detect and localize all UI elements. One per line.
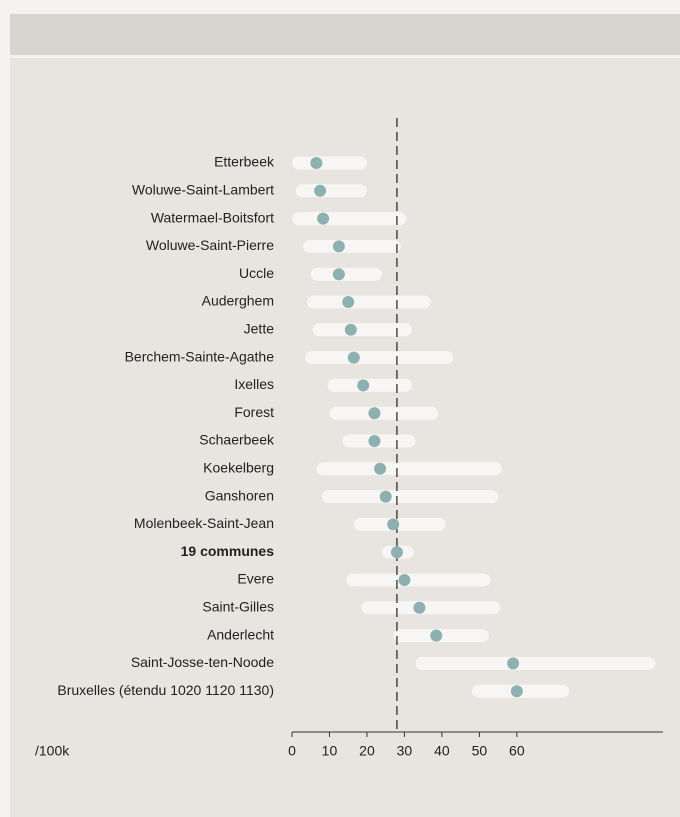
category-label: Saint-Gilles bbox=[202, 599, 274, 615]
category-label: Molenbeek-Saint-Jean bbox=[134, 515, 274, 531]
x-tick-label: 20 bbox=[359, 743, 375, 759]
category-label: Watermael-Boitsfort bbox=[151, 209, 274, 225]
range-bar bbox=[310, 267, 382, 281]
dot bbox=[332, 240, 345, 253]
range-bar bbox=[306, 295, 431, 309]
range-bar bbox=[329, 406, 439, 420]
category-label: Forest bbox=[234, 404, 274, 420]
range-bar bbox=[321, 490, 499, 504]
category-label: Uccle bbox=[239, 265, 274, 281]
category-label: Anderlecht bbox=[207, 626, 274, 642]
dot bbox=[387, 518, 400, 531]
category-label: Bruxelles (étendu 1020 1120 1130) bbox=[57, 682, 274, 698]
category-label: Ixelles bbox=[234, 376, 274, 392]
range-bar bbox=[346, 573, 491, 587]
range-bar bbox=[327, 378, 412, 392]
dot bbox=[510, 685, 523, 698]
x-tick-label: 50 bbox=[472, 743, 488, 759]
x-tick-label: 10 bbox=[322, 743, 338, 759]
range-bar bbox=[305, 351, 454, 365]
category-label: Auderghem bbox=[202, 293, 274, 309]
range-bar bbox=[303, 239, 401, 253]
category-label: Etterbeek bbox=[214, 154, 275, 170]
range-bar bbox=[415, 656, 656, 670]
range-bar bbox=[312, 323, 412, 337]
category-label: Schaerbeek bbox=[199, 432, 275, 448]
dot bbox=[368, 407, 381, 420]
dot bbox=[379, 490, 392, 503]
category-label: Ganshoren bbox=[205, 487, 274, 503]
dot bbox=[342, 296, 355, 308]
dot bbox=[398, 574, 411, 586]
range-bar bbox=[353, 517, 446, 531]
category-label: Saint-Josse-ten-Noode bbox=[131, 654, 274, 670]
dot bbox=[374, 462, 387, 475]
range-bar bbox=[316, 462, 502, 476]
x-tick-label: 60 bbox=[509, 743, 525, 759]
dot bbox=[413, 601, 426, 614]
category-label: Koekelberg bbox=[203, 460, 274, 476]
category-label: Evere bbox=[237, 571, 274, 587]
dot bbox=[357, 379, 370, 392]
dot bbox=[317, 212, 330, 225]
range-bar bbox=[361, 601, 500, 615]
range-bar bbox=[292, 156, 367, 170]
x-tick-label: 40 bbox=[434, 743, 450, 759]
dot bbox=[507, 657, 520, 670]
category-label: 19 communes bbox=[181, 543, 275, 559]
dot bbox=[310, 157, 323, 169]
dot bbox=[332, 268, 345, 281]
dot bbox=[430, 629, 443, 642]
range-bar bbox=[292, 212, 407, 226]
category-label: Berchem-Sainte-Agathe bbox=[125, 348, 275, 364]
dot bbox=[368, 435, 381, 447]
category-label: Woluwe-Saint-Lambert bbox=[132, 182, 274, 198]
dot bbox=[314, 184, 327, 197]
range-bar bbox=[295, 184, 367, 198]
category-label: Woluwe-Saint-Pierre bbox=[146, 237, 274, 253]
dot bbox=[347, 351, 360, 364]
dot bbox=[390, 546, 403, 559]
x-tick-label: 30 bbox=[397, 743, 413, 759]
dot bbox=[344, 323, 357, 336]
x-unit-label: /100k bbox=[35, 743, 70, 759]
header-rule bbox=[10, 55, 680, 58]
x-tick-label: 0 bbox=[288, 743, 296, 759]
category-label: Jette bbox=[244, 321, 275, 337]
header-band bbox=[10, 14, 680, 55]
